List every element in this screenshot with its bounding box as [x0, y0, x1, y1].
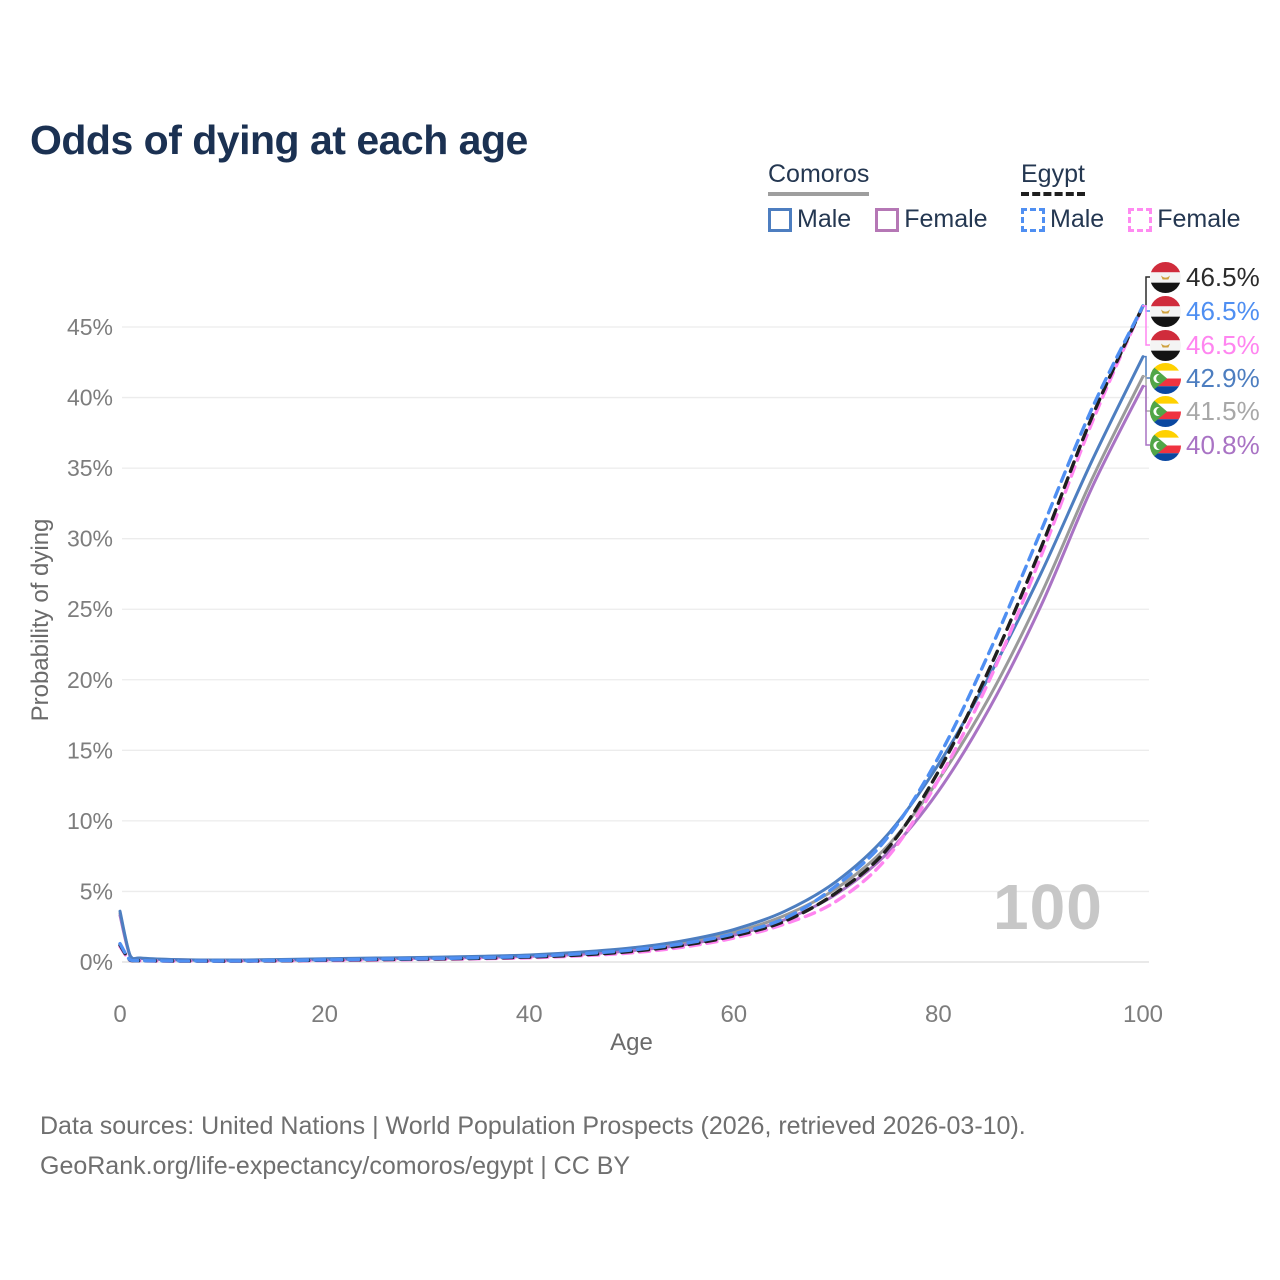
end-label-egypt-female[interactable]: 46.5% [1150, 329, 1260, 361]
x-axis-title: Age [610, 1029, 653, 1056]
egypt-female-swatch-icon[interactable] [1128, 207, 1153, 232]
x-tick-label: 100 [1123, 1001, 1163, 1028]
egypt-flag-icon [1150, 330, 1181, 361]
legend-item-comoros-male[interactable]: Male [768, 205, 851, 234]
end-value: 40.8% [1186, 429, 1260, 460]
legend-group-comoros: Comoros Male Female [768, 160, 1012, 234]
series-line-egypt-female[interactable] [118, 304, 1145, 963]
data-sources-line: Data sources: United Nations | World Pop… [40, 1112, 1026, 1140]
x-tick-label: 20 [311, 1001, 338, 1028]
age-watermark: 100 [993, 871, 1103, 943]
y-tick-label: 30% [67, 526, 113, 552]
end-value: 46.5% [1186, 261, 1260, 292]
y-tick-label: 45% [67, 314, 113, 340]
legend-item-egypt-female[interactable]: Female [1128, 205, 1241, 234]
label-connector [1142, 385, 1150, 446]
y-tick-label: 0% [80, 949, 113, 975]
end-label-comoros-female[interactable]: 40.8% [1150, 429, 1260, 461]
end-value: 41.5% [1186, 395, 1260, 426]
footer: Data sources: United Nations | World Pop… [40, 1106, 1026, 1186]
legend-country-comoros: Comoros [768, 160, 870, 196]
end-label-comoros-male[interactable]: 42.9% [1150, 362, 1260, 394]
y-axis-title: Probability of dying [27, 519, 54, 722]
end-value: 42.9% [1186, 362, 1260, 393]
egypt-flag-icon [1150, 296, 1181, 327]
series-line-egypt-both-sexes[interactable] [118, 304, 1145, 963]
series-line-comoros-male[interactable] [118, 355, 1145, 962]
comoros-male-swatch-icon[interactable] [768, 207, 792, 232]
label-connector [1142, 355, 1150, 379]
comoros-female-swatch-icon[interactable] [875, 207, 900, 232]
legend-label: Female [1157, 205, 1241, 233]
legend-group-egypt: Egypt Male Female [1021, 160, 1265, 234]
series-line-egypt-male[interactable] [118, 304, 1145, 963]
egypt-male-swatch-icon[interactable] [1021, 207, 1045, 232]
attribution-line: GeoRank.org/life-expectancy/comoros/egyp… [40, 1152, 631, 1180]
end-label-egypt-both[interactable]: 46.5% [1150, 261, 1260, 293]
comoros-flag-icon [1150, 430, 1181, 461]
end-label-egypt-male[interactable]: 46.5% [1150, 295, 1260, 327]
y-tick-label: 35% [67, 455, 113, 481]
legend-label: Female [904, 205, 988, 233]
y-tick-label: 25% [67, 596, 113, 622]
legend-label: Male [797, 205, 852, 233]
legend-country-egypt: Egypt [1021, 160, 1085, 196]
egypt-flag-icon [1150, 262, 1181, 293]
y-tick-label: 5% [80, 878, 113, 904]
y-tick-label: 10% [67, 808, 113, 834]
label-connector [1142, 276, 1150, 307]
y-tick-label: 20% [67, 667, 113, 693]
end-value: 46.5% [1186, 295, 1260, 326]
legend-item-comoros-female[interactable]: Female [875, 205, 988, 234]
y-tick-label: 40% [67, 385, 113, 411]
end-label-comoros-both[interactable]: 41.5% [1150, 395, 1260, 427]
legend-label: Male [1050, 205, 1105, 233]
page-title: Odds of dying at each age [30, 117, 528, 164]
x-tick-label: 60 [720, 1001, 747, 1028]
comoros-flag-icon [1150, 396, 1181, 427]
legend-item-egypt-male[interactable]: Male [1021, 205, 1104, 234]
comoros-flag-icon [1150, 363, 1181, 394]
end-value: 46.5% [1186, 329, 1260, 360]
x-tick-label: 0 [113, 1001, 126, 1028]
label-connector [1142, 305, 1150, 346]
x-tick-label: 40 [516, 1001, 543, 1028]
x-tick-label: 80 [925, 1001, 952, 1028]
y-tick-label: 15% [67, 737, 113, 763]
